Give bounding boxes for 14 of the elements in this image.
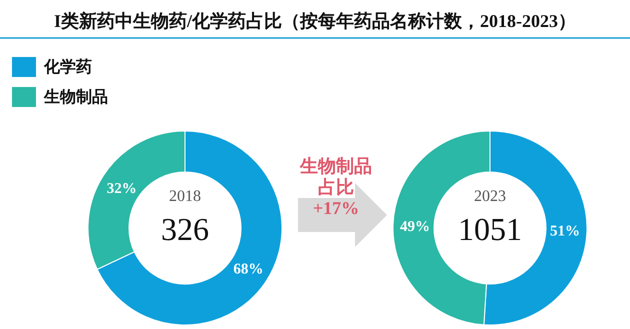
text: 占比	[318, 177, 354, 197]
data-label: 32%	[106, 181, 137, 198]
legend-label: 生物制品	[43, 88, 108, 106]
data-label: 68%	[233, 261, 264, 278]
data-label: 49%	[400, 218, 430, 235]
text: 生物制品	[299, 156, 372, 176]
text: 2023	[474, 188, 506, 205]
text: 326	[161, 211, 209, 247]
data-label: 51%	[550, 224, 580, 240]
text: 2018	[169, 188, 201, 205]
chart-title: I类新药中生物药/化学药占比（按每年药品名称计数，2018-2023）	[54, 11, 576, 31]
legend-label: 化学药	[43, 58, 92, 76]
text: 1051	[458, 211, 522, 247]
text: +17%	[312, 198, 360, 218]
